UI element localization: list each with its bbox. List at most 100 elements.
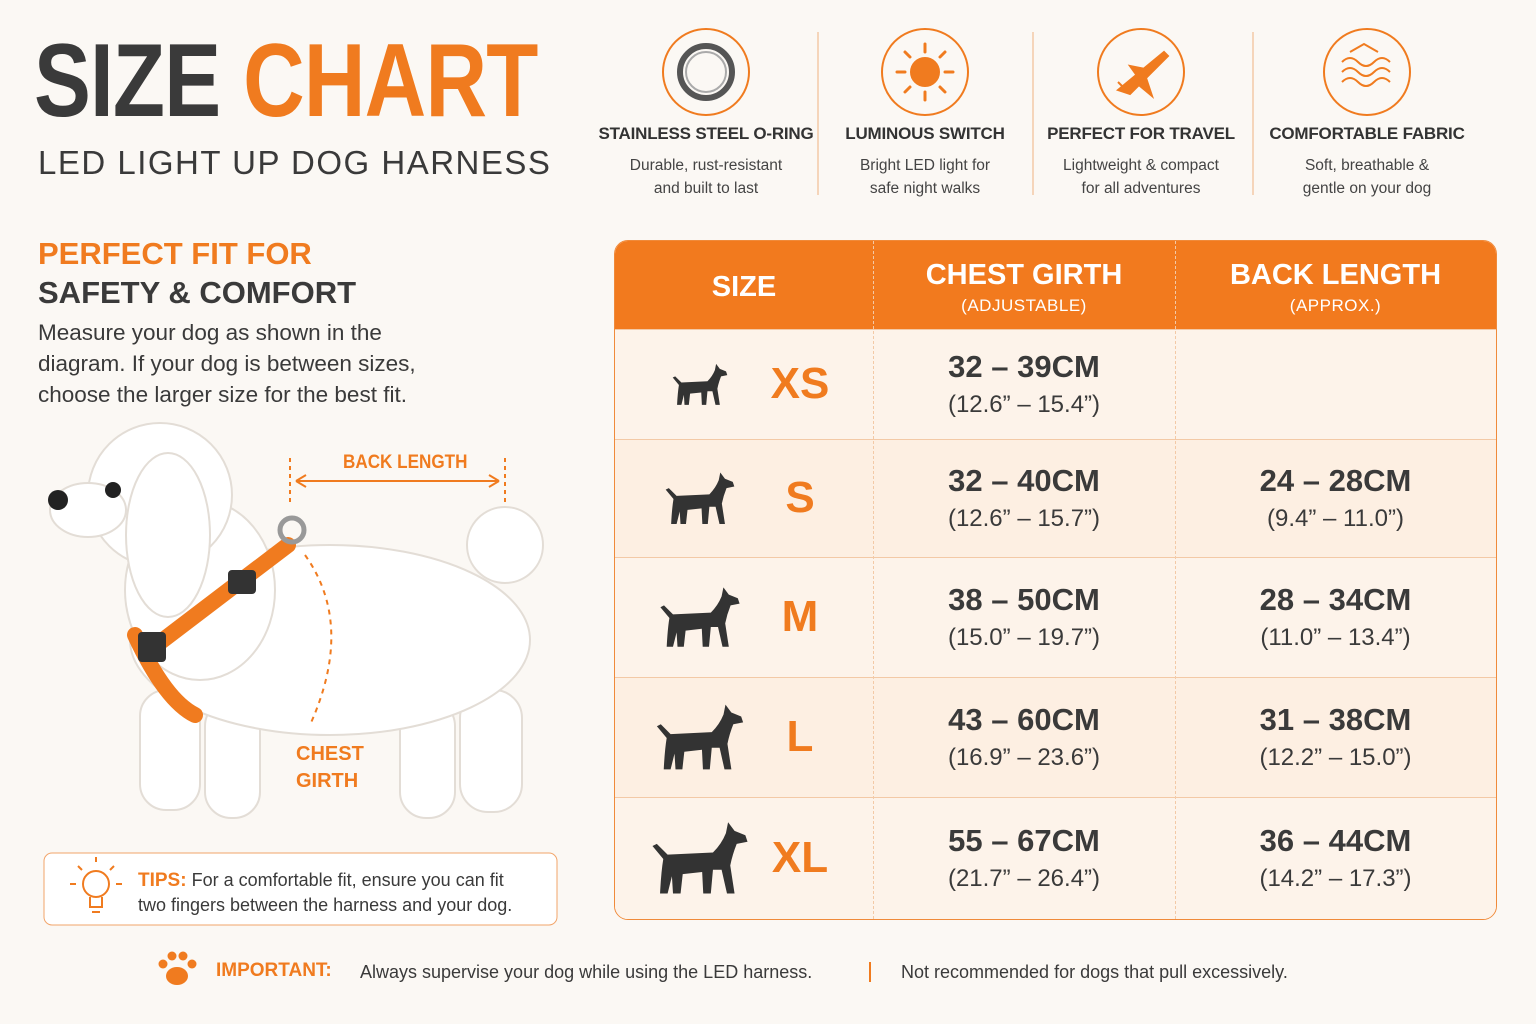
bulb-icon bbox=[70, 857, 122, 913]
size-label: L bbox=[786, 712, 814, 761]
dog-shape bbox=[656, 704, 744, 770]
chest-girth-label: CHEST GIRTH bbox=[296, 743, 364, 793]
cell: 28 – 34CM (11.0” – 13.4”) bbox=[1175, 582, 1496, 652]
cell: 24 – 28CM (9.4” – 11.0”) bbox=[1175, 463, 1496, 533]
feature-desc: Lightweight & compact for all adventures bbox=[1031, 154, 1251, 200]
dividers bbox=[817, 32, 1254, 195]
feature-line: gentle on your dog bbox=[1302, 180, 1432, 197]
title-dark: SIZE bbox=[34, 23, 221, 139]
dog-silhouette bbox=[672, 363, 728, 405]
header-title: BACK LENGTH bbox=[1229, 259, 1442, 291]
table-row: M 38 – 50CM (15.0” – 19.7”) 28 – 34CM (11.0”… bbox=[615, 557, 1496, 678]
dog-silhouette bbox=[665, 472, 735, 524]
cm-value: 32 – 40CM bbox=[948, 463, 1100, 498]
inch-value: (11.0” – 13.4”) bbox=[1260, 624, 1411, 651]
fit-heading: SAFETY & COMFORT bbox=[38, 275, 357, 310]
title-accent: CHART bbox=[243, 23, 538, 139]
tips-box bbox=[43, 852, 558, 926]
tips-line: For a comfortable fit, ensure you can fi… bbox=[191, 870, 504, 890]
inch-value: (9.4” – 11.0”) bbox=[1267, 505, 1404, 532]
feature-line: for all adventures bbox=[1081, 180, 1201, 197]
cm-value: 24 – 28CM bbox=[1259, 463, 1412, 498]
feature-title: STAINLESS STEEL O-RING bbox=[598, 124, 814, 143]
header-cell: SIZE bbox=[615, 241, 873, 329]
feature-desc: Soft, breathable & gentle on your dog bbox=[1257, 154, 1477, 200]
header-cell: CHEST GIRTH (ADJUSTABLE) bbox=[873, 241, 1175, 329]
cm-value: 32 – 39CM bbox=[948, 349, 1100, 384]
feature-line: Bright LED light for bbox=[859, 157, 991, 174]
table-row: L 43 – 60CM (16.9” – 23.6”) 31 – 38CM (12.2”… bbox=[615, 677, 1496, 798]
fit-heading: PERFECT FIT FOR bbox=[38, 236, 312, 271]
size-label: S bbox=[785, 473, 815, 522]
feature-desc: Durable, rust-resistant and built to last bbox=[596, 154, 816, 200]
dog-shape bbox=[652, 822, 748, 894]
size-label: M bbox=[781, 592, 819, 641]
cell: 43 – 60CM (16.9” – 23.6”) bbox=[873, 702, 1175, 772]
table-row: XS 32 – 39CM (12.6” – 15.4”) bbox=[615, 329, 1496, 440]
inch-value: (12.6” – 15.4”) bbox=[947, 391, 1101, 418]
feature-icons bbox=[662, 28, 1411, 116]
feature-line: Soft, breathable & bbox=[1304, 157, 1430, 174]
cm-value: 31 – 38CM bbox=[1259, 702, 1412, 737]
header-cell: BACK LENGTH (APPROX.) bbox=[1175, 241, 1496, 329]
feature-line: Durable, rust-resistant bbox=[629, 157, 783, 174]
size-label: XL bbox=[771, 833, 829, 882]
table-row: S 32 – 40CM (12.6” – 15.7”) 24 – 28CM (9.4” … bbox=[615, 439, 1496, 558]
cm-value: 38 – 50CM bbox=[948, 582, 1100, 617]
inch-value: (12.2” – 15.0”) bbox=[1259, 744, 1412, 771]
feature-title: PERFECT FOR TRAVEL bbox=[1047, 124, 1235, 143]
tips-label: TIPS: bbox=[138, 870, 187, 891]
measure-lines bbox=[289, 458, 506, 726]
inch-value: (16.9” – 23.6”) bbox=[947, 744, 1101, 771]
size-label: XS bbox=[770, 359, 830, 408]
title: SIZE CHART bbox=[34, 22, 538, 141]
paw-icon bbox=[158, 951, 197, 985]
inch-value: (15.0” – 19.7”) bbox=[947, 624, 1101, 651]
column-divider bbox=[873, 241, 874, 919]
header-title: CHEST GIRTH bbox=[925, 259, 1123, 291]
dog-silhouette bbox=[656, 704, 744, 770]
important-label: IMPORTANT: bbox=[216, 960, 332, 981]
feature-desc: Bright LED light for safe night walks bbox=[815, 154, 1035, 200]
cell: 38 – 50CM (15.0” – 19.7”) bbox=[873, 582, 1175, 652]
feature: LUMINOUS SWITCH Bright LED light for safe … bbox=[815, 124, 1035, 200]
harness bbox=[127, 515, 307, 723]
dog-shape bbox=[672, 363, 728, 405]
dog-silhouette bbox=[652, 822, 748, 894]
feature: STAINLESS STEEL O-RING Durable, rust-resi… bbox=[596, 124, 816, 200]
feature: PERFECT FOR TRAVEL Lightweight & compact f… bbox=[1031, 124, 1251, 200]
feature-line: and built to last bbox=[653, 180, 759, 197]
label-line: CHEST bbox=[296, 743, 364, 765]
feature-title: LUMINOUS SWITCH bbox=[845, 124, 1005, 143]
subtitle: LED LIGHT UP DOG HARNESS bbox=[38, 144, 552, 181]
header-title: SIZE bbox=[711, 271, 777, 303]
important-note: Not recommended for dogs that pull exces… bbox=[901, 962, 1288, 982]
tips: TIPS: For a comfortable fit, ensure you … bbox=[138, 868, 512, 918]
cell: 31 – 38CM (12.2” – 15.0”) bbox=[1175, 702, 1496, 772]
fit-line: choose the larger size for the best fit. bbox=[38, 382, 407, 407]
table-row: XL 55 – 67CM (21.7” – 26.4”) 36 – 44CM (14.2… bbox=[615, 797, 1496, 919]
cm-value: 55 – 67CM bbox=[948, 823, 1100, 858]
inch-value: (12.6” – 15.7”) bbox=[947, 505, 1101, 532]
fit-line: diagram. If your dog is between sizes, bbox=[38, 351, 416, 376]
cell: 36 – 44CM (14.2” – 17.3”) bbox=[1175, 823, 1496, 893]
column-divider bbox=[1175, 241, 1176, 919]
back-length-label: BACK LENGTH bbox=[343, 452, 468, 473]
important-text: Always supervise your dog while using th… bbox=[360, 962, 813, 982]
cell: 55 – 67CM (21.7” – 26.4”) bbox=[873, 823, 1175, 893]
size-table: SIZE CHEST GIRTH (ADJUSTABLE) BACK LENGTH (A… bbox=[614, 240, 1497, 920]
cm-value: 28 – 34CM bbox=[1259, 582, 1412, 617]
inch-value: (14.2” – 17.3”) bbox=[1259, 865, 1412, 892]
cm-value: 43 – 60CM bbox=[948, 702, 1100, 737]
header-sub: (APPROX.) bbox=[1289, 296, 1382, 315]
feature: COMFORTABLE FABRIC Soft, breathable & gent… bbox=[1257, 124, 1477, 200]
feature-line: safe night walks bbox=[869, 180, 981, 197]
tips-line: two fingers between the harness and your… bbox=[138, 895, 513, 915]
label-line: GIRTH bbox=[296, 770, 359, 792]
feature-title: COMFORTABLE FABRIC bbox=[1269, 124, 1465, 143]
inch-value: (21.7” – 26.4”) bbox=[947, 865, 1101, 892]
fit-line: Measure your dog as shown in the bbox=[38, 320, 382, 345]
